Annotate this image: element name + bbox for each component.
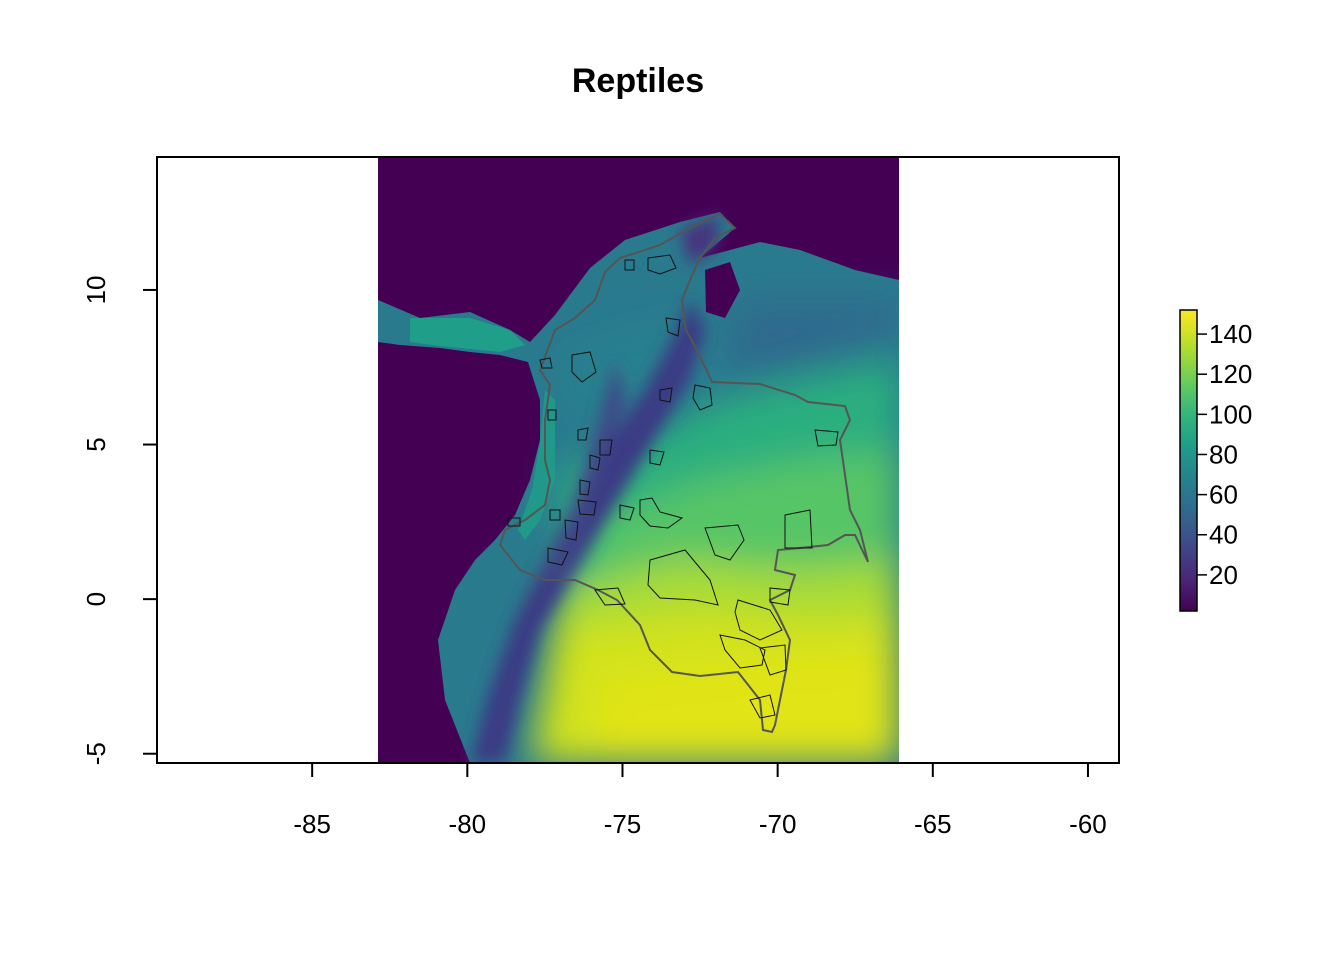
color-legend-label: 140 <box>1209 319 1252 349</box>
color-legend-label: 20 <box>1209 560 1238 590</box>
color-legend-label: 120 <box>1209 359 1252 389</box>
x-axis: -85 -80 -75 -70 -65 -60 <box>293 762 1107 839</box>
chart-title: Reptiles <box>572 62 704 100</box>
color-legend-label: 40 <box>1209 520 1238 550</box>
y-axis: -5 0 5 10 <box>81 275 158 765</box>
x-tick-label: -65 <box>914 809 952 839</box>
protected-areas <box>507 254 839 719</box>
x-tick-label: -75 <box>604 809 642 839</box>
x-tick-label: -60 <box>1069 809 1107 839</box>
y-tick-label: 10 <box>81 275 111 304</box>
color-legend-label: 80 <box>1209 439 1238 469</box>
y-tick-label: 0 <box>81 592 111 606</box>
species-richness-raster <box>378 157 899 763</box>
country-border <box>498 212 869 734</box>
x-tick-label: -85 <box>293 809 331 839</box>
color-legend-label: 60 <box>1209 480 1238 510</box>
x-tick-label: -70 <box>759 809 797 839</box>
color-legend: 20 40 60 80 100 120 140 <box>1179 309 1252 612</box>
y-tick-label: 5 <box>81 437 111 451</box>
color-legend-bar <box>1179 309 1198 612</box>
color-legend-label: 100 <box>1209 399 1252 429</box>
y-tick-label: -5 <box>81 742 111 765</box>
x-tick-label: -80 <box>449 809 487 839</box>
